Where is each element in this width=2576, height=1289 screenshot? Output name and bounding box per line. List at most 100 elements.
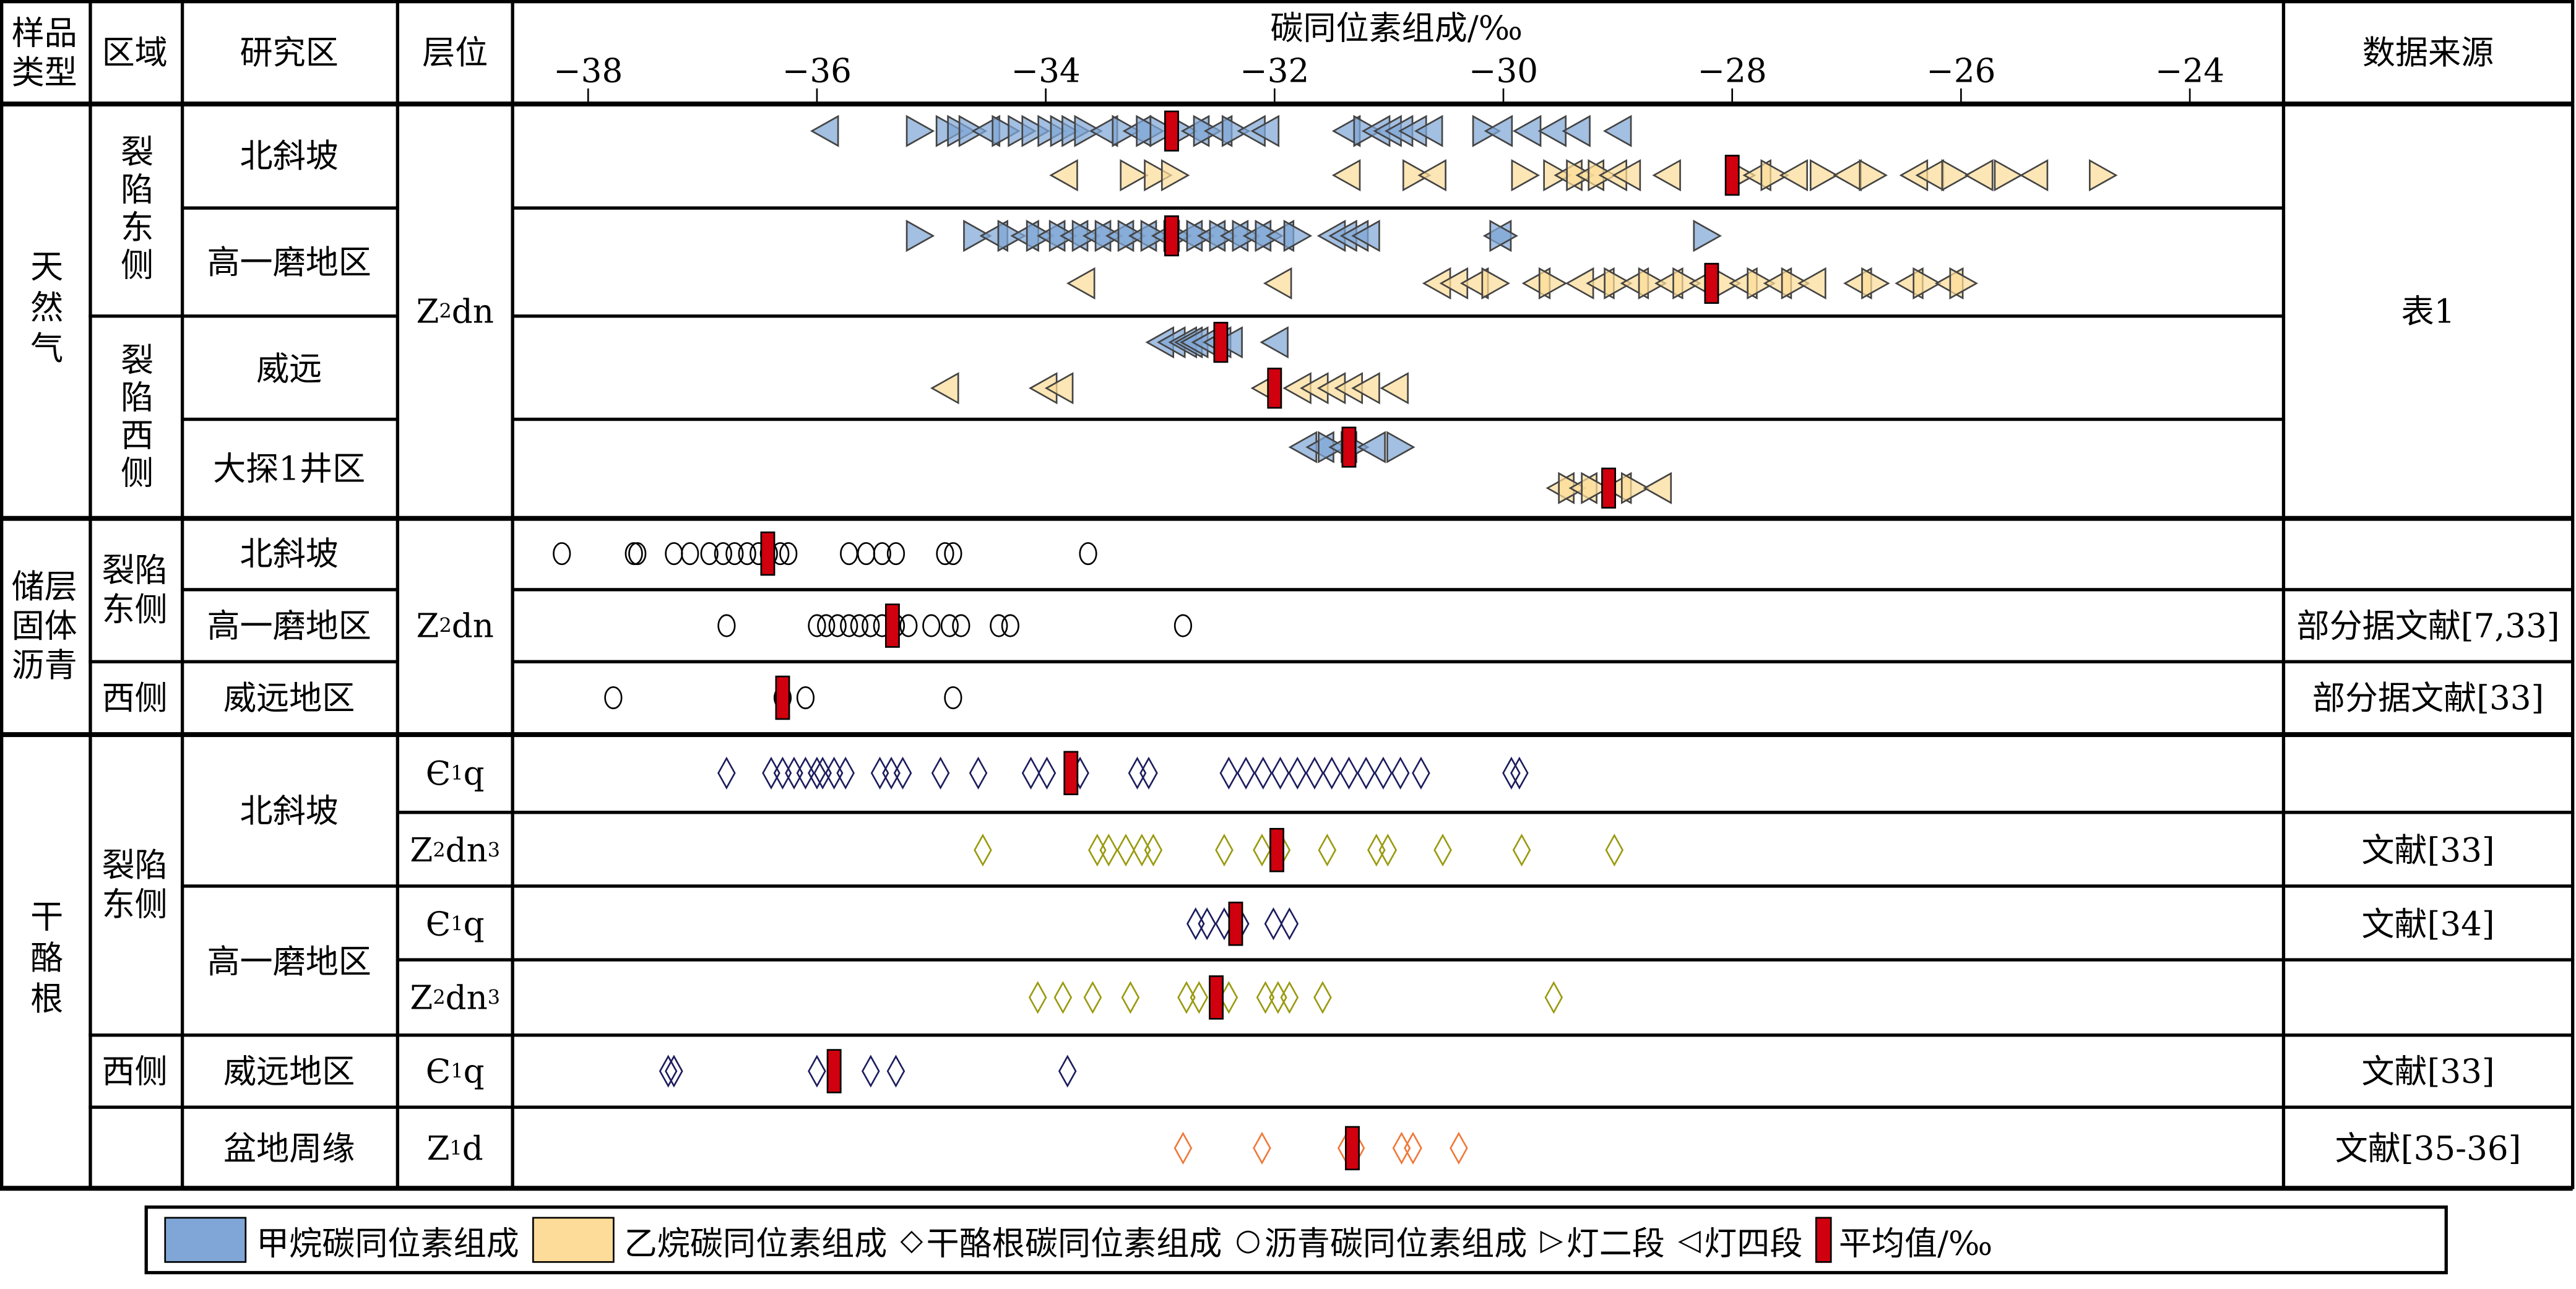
triangle-left-marker: [1797, 267, 1826, 300]
diamond-marker: [1133, 834, 1151, 867]
diamond-marker: [1280, 981, 1299, 1014]
triangle-left-icon: ◁: [1678, 1222, 1701, 1257]
triangle-right-marker: [1120, 159, 1149, 192]
strata-tail: dn: [445, 829, 488, 869]
circle-marker: [952, 614, 970, 637]
strata-kerogen-4: Z 2 dn 3: [397, 960, 512, 1035]
mean-bar: [1209, 975, 1224, 1020]
strata-tail: q: [463, 1051, 485, 1091]
legend-label: 沥青碳同位素组成: [1264, 1222, 1528, 1262]
diamond-marker: [808, 1054, 826, 1088]
circle-marker: [808, 614, 826, 637]
x-tick-label: −36: [782, 51, 852, 90]
data-marks: [553, 110, 2118, 1171]
source-kerogen-2: 文献[33]: [2361, 829, 2495, 869]
legend-item-ethane: 乙烷碳同位素组成: [532, 1216, 887, 1264]
circle-marker: [944, 686, 962, 710]
diamond-marker: [969, 756, 988, 790]
triangle-left-marker: [1049, 159, 1078, 192]
diamond-marker: [1177, 981, 1196, 1014]
divider: [180, 588, 398, 592]
diamond-marker: [1433, 834, 1452, 867]
diamond-marker: [1058, 1054, 1077, 1088]
triangle-right-marker: [1810, 159, 1839, 192]
circle-marker: [714, 542, 732, 566]
area-bitumen-north-slope: 北斜坡: [240, 533, 339, 574]
divider: [512, 206, 2284, 210]
legend-label: 干酪根碳同位素组成: [926, 1222, 1222, 1262]
circle-marker: [604, 686, 623, 710]
divider: [512, 588, 2573, 592]
divider: [89, 314, 398, 318]
strata-sub: 1: [451, 1059, 464, 1083]
triangle-left-marker: [1652, 159, 1681, 192]
divider: [0, 101, 2573, 107]
triangle-right-marker: [1160, 159, 1190, 192]
diamond-marker: [1219, 756, 1238, 790]
triangle-left-marker: [1351, 372, 1380, 405]
triangle-right-marker: [1604, 267, 1633, 300]
diamond-marker: [1215, 834, 1234, 867]
circle-marker: [873, 542, 891, 566]
strata-base: Є: [425, 1051, 451, 1091]
region-kerogen-west: 西侧: [102, 1051, 168, 1091]
diamond-marker: [1322, 756, 1341, 790]
sample-type-bitumen: 储层固体沥青: [11, 566, 77, 685]
strata-sub: 2: [439, 299, 452, 322]
circle-marker: [628, 542, 647, 566]
source-kerogen-5: 文献[33]: [2361, 1051, 2495, 1091]
triangle-right-marker: [1481, 267, 1511, 300]
x-tick-label: −38: [553, 51, 623, 90]
diamond-marker: [1117, 834, 1135, 867]
triangle-left-marker: [1484, 114, 1513, 147]
diamond-marker: [882, 756, 901, 790]
source-bitumen-1: 部分据文献[7,33]: [2296, 606, 2560, 645]
diamond-marker: [836, 756, 855, 790]
circle-marker: [1079, 542, 1097, 566]
diamond-marker: [1186, 907, 1205, 941]
x-tick-label: −32: [1240, 51, 1309, 90]
triangle-right-marker: [1386, 431, 1416, 463]
diamond-marker: [1392, 1131, 1411, 1165]
circle-marker: [796, 686, 815, 710]
circle-marker: [840, 542, 858, 566]
strata-tail: d: [462, 1127, 483, 1167]
triangle-left-marker: [1066, 267, 1096, 300]
diamond-marker: [1037, 756, 1057, 790]
divider: [180, 206, 398, 210]
diamond-marker: [813, 756, 832, 790]
circle-marker: [862, 614, 880, 637]
triangle-left-marker: [1260, 326, 1289, 359]
strata-base: Z: [416, 606, 439, 645]
circle-marker: [681, 542, 699, 566]
strata-kerogen-2: Z 2 dn 3: [397, 813, 512, 886]
mean-bar: [1213, 322, 1229, 363]
strata-base: Z: [410, 829, 433, 869]
mean-bar-icon: [1815, 1217, 1833, 1263]
sample-type-kerogen: 干酪根: [24, 899, 64, 1022]
legend-item-methane: 甲烷碳同位素组成: [164, 1216, 519, 1264]
mean-bar: [1345, 1126, 1360, 1171]
mean-bar: [1724, 155, 1740, 196]
triangle-right-marker: [1149, 114, 1178, 147]
region-bitumen-west: 西侧: [102, 678, 168, 718]
circle-marker: [1173, 614, 1193, 637]
region-gas-west: 裂陷西侧: [115, 341, 155, 493]
divider: [180, 417, 398, 421]
strata-bitumen: Z 2 dn: [397, 517, 512, 733]
triangle-right-marker: [1221, 114, 1251, 147]
legend-label: 乙烷碳同位素组成: [624, 1222, 888, 1262]
x-axis-title: 碳同位素组成/‰: [1270, 9, 1523, 48]
circle-marker: [1001, 614, 1019, 637]
border-left: [0, 0, 4, 1189]
diamond-marker: [1280, 907, 1299, 941]
diamond-marker: [931, 756, 950, 790]
triangle-left-marker: [1414, 114, 1443, 147]
methane-swatch-icon: [164, 1217, 247, 1263]
diamond-marker: [1605, 834, 1624, 867]
triangle-left-marker: [1612, 159, 1641, 192]
mean-bar: [760, 531, 776, 576]
triangle-left-marker: [1562, 114, 1591, 147]
